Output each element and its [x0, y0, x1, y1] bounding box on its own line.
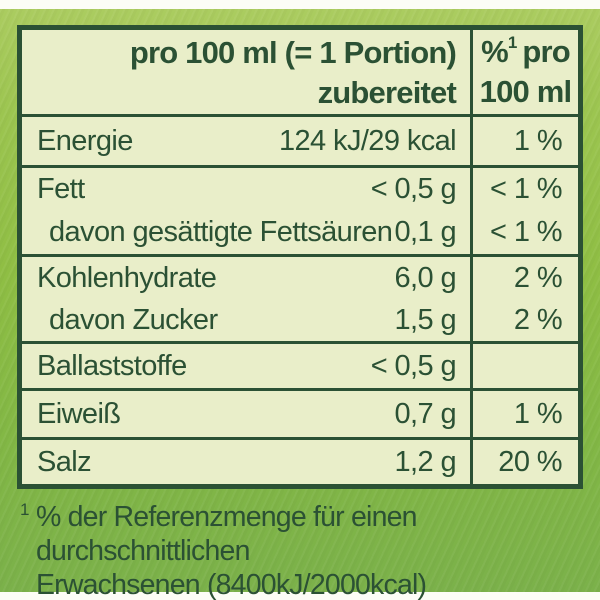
nutrient-label: Energie — [37, 124, 133, 157]
row-group-salz: Salz 1,2 g 20 % — [22, 437, 578, 484]
table-row: davon Zucker 1,5 g 2 % — [22, 299, 578, 341]
header-col-percent: % 1 pro 100 ml — [470, 30, 578, 114]
nutrient-value: < 0,5 g — [370, 349, 457, 382]
header-100ml: 100 ml — [479, 74, 573, 109]
reference-footnote: 1 % der Referenzmenge für einen durchsch… — [20, 500, 600, 600]
nutrient-sublabel: davon Zucker — [49, 303, 218, 336]
header-col-per-100ml: pro 100 ml (= 1 Portion) zubereitet — [22, 30, 470, 114]
table-row: Salz 1,2 g 20 % — [22, 440, 578, 484]
nutrient-value: 1,5 g — [394, 303, 457, 336]
header-line-1: pro 100 ml (= 1 Portion) — [129, 35, 457, 70]
nutrient-label: Salz — [37, 445, 92, 478]
nutrient-sublabel: davon gesättigte Fettsäuren — [49, 216, 393, 248]
table-row: davon gesättigte Fettsäuren 0,1 g < 1 % — [22, 211, 578, 254]
footnote-line-2: Erwachsenen (8400kJ/2000kcal) — [35, 569, 427, 600]
nutrient-label: Kohlenhydrate — [37, 261, 217, 294]
nutrient-percent: < 1 % — [490, 216, 563, 248]
row-group-fett: Fett < 0,5 g < 1 % davon gesättigte Fett… — [22, 165, 578, 254]
footnote-line-1: % der Referenzmenge für einen durchschni… — [35, 501, 418, 567]
nutrient-value: 0,7 g — [394, 397, 457, 430]
nutrient-percent: 1 % — [513, 397, 563, 430]
row-group-ballaststoffe: Ballaststoffe < 0,5 g — [22, 341, 578, 388]
table-row: Energie 124 kJ/29 kcal 1 % — [22, 117, 578, 165]
header-line-2: zubereitet — [317, 75, 457, 110]
nutrient-percent: < 1 % — [490, 173, 563, 205]
footnote-reference-mark: 1 — [507, 33, 518, 52]
nutrient-value: 6,0 g — [394, 261, 457, 294]
nutrient-percent: 2 % — [513, 261, 563, 294]
footnote-sup: 1 — [20, 500, 30, 519]
nutrient-value: 1,2 g — [394, 445, 457, 478]
row-group-kohlenhydrate: Kohlenhydrate 6,0 g 2 % davon Zucker 1,5… — [22, 254, 578, 341]
percent-sign: % — [481, 34, 509, 69]
nutrient-label: Ballaststoffe — [37, 349, 187, 382]
table-row: Fett < 0,5 g < 1 % — [22, 168, 578, 211]
table-row: Kohlenhydrate 6,0 g 2 % — [22, 257, 578, 299]
table-header-row: pro 100 ml (= 1 Portion) zubereitet % 1 pr… — [22, 30, 578, 114]
header-pro: pro — [522, 34, 570, 69]
nutrient-value: < 0,5 g — [370, 173, 457, 205]
nutrient-value: 0,1 g — [394, 216, 457, 248]
nutrient-percent: 20 % — [498, 445, 562, 478]
row-group-energie: Energie 124 kJ/29 kcal 1 % — [22, 114, 578, 165]
nutrient-percent: 2 % — [513, 303, 563, 336]
nutrient-label: Fett — [37, 173, 85, 205]
table-row: Eiweiß 0,7 g 1 % — [22, 391, 578, 437]
table-row: Ballaststoffe < 0,5 g — [22, 344, 578, 388]
nutrient-value: 124 kJ/29 kcal — [279, 124, 457, 157]
row-group-eiweiss: Eiweiß 0,7 g 1 % — [22, 388, 578, 437]
nutrient-percent: 1 % — [513, 124, 563, 157]
nutrition-table: pro 100 ml (= 1 Portion) zubereitet % 1 pr… — [17, 25, 583, 489]
nutrient-label: Eiweiß — [37, 397, 121, 430]
